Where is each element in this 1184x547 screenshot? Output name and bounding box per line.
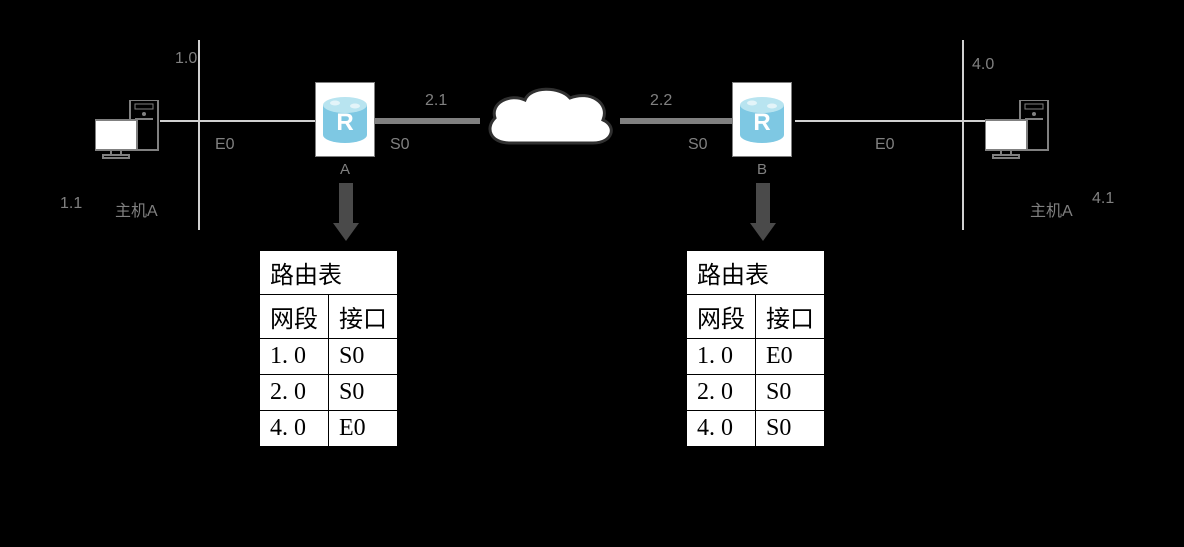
host-a — [95, 100, 165, 170]
table-row: 4. 0 S0 — [686, 411, 825, 448]
line-routerB-hostB — [795, 120, 985, 122]
router-a: R A — [315, 82, 375, 157]
table-row: 1. 0 E0 — [686, 339, 825, 375]
table-row: 1. 0 S0 — [259, 339, 398, 375]
vline-right — [962, 40, 964, 230]
label-seg-1: 1.0 — [175, 50, 197, 68]
cloud-icon — [475, 78, 625, 163]
label-if-e0-left: E0 — [215, 136, 235, 154]
svg-text:R: R — [753, 109, 770, 136]
line-routerA-cloud — [375, 118, 480, 124]
routing-table-a: 路由表 网段 接口 1. 0 S0 2. 0 S0 4. 0 E0 — [258, 249, 399, 448]
label-routerA-s0: S0 — [390, 136, 410, 154]
label-hostB-name: 主机A — [1030, 197, 1073, 221]
line-hostA-routerA — [160, 120, 315, 122]
arrow-b — [754, 183, 772, 241]
table-row: 2. 0 S0 — [259, 375, 398, 411]
label-ip-22: 2.2 — [650, 92, 672, 110]
table-row: 4. 0 E0 — [259, 411, 398, 448]
tableB-title: 路由表 — [686, 250, 825, 295]
router-b: R B — [732, 82, 792, 157]
arrow-a — [337, 183, 355, 241]
label-hostA-name: 主机A — [115, 197, 158, 221]
tableB-col1: 网段 — [686, 295, 756, 339]
table-row: 2. 0 S0 — [686, 375, 825, 411]
tableA-col2: 接口 — [329, 295, 399, 339]
tableA-title: 路由表 — [259, 250, 398, 295]
label-ip-21: 2.1 — [425, 92, 447, 110]
label-hostA-ip: 1.1 — [60, 195, 82, 213]
router-b-label: B — [733, 161, 791, 178]
tableB-col2: 接口 — [756, 295, 826, 339]
tableA-col1: 网段 — [259, 295, 329, 339]
line-cloud-routerB — [620, 118, 732, 124]
label-if-e0-right: E0 — [875, 136, 895, 154]
routing-table-b: 路由表 网段 接口 1. 0 E0 2. 0 S0 4. 0 S0 — [685, 249, 826, 448]
label-hostB-ip: 4.1 — [1092, 190, 1114, 208]
router-a-label: A — [316, 161, 374, 178]
label-seg-4: 4.0 — [972, 56, 994, 74]
host-b — [985, 100, 1055, 170]
label-routerB-s0: S0 — [688, 136, 708, 154]
vline-left — [198, 40, 200, 230]
svg-text:R: R — [336, 109, 353, 136]
